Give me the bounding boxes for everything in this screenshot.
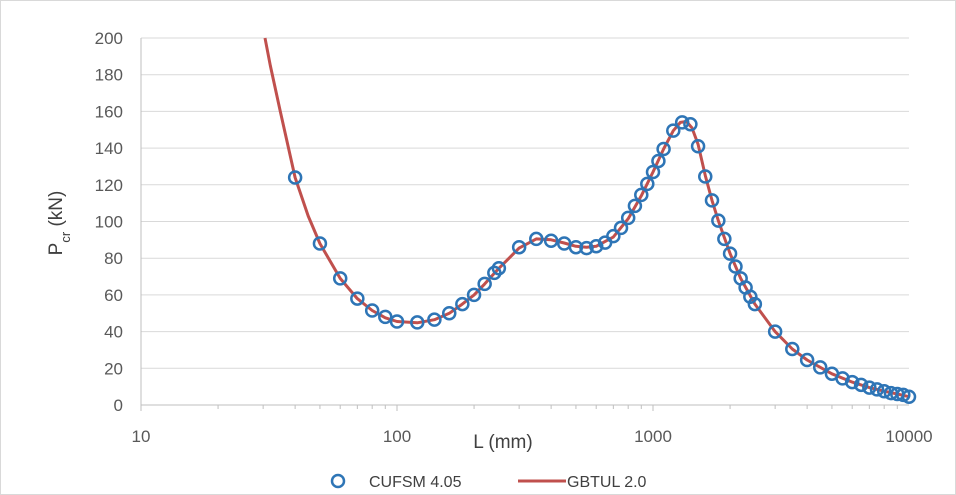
y-tick-label: 0: [114, 396, 123, 415]
data-point-cufsm: [728, 259, 743, 274]
data-point-cufsm: [287, 170, 303, 185]
data-point-cufsm: [529, 231, 544, 247]
legend-label-cufsm: CUFSM 4.05: [369, 474, 462, 491]
data-point-cufsm: [364, 303, 380, 318]
data-point-cufsm: [711, 213, 726, 228]
legend-marker-cufsm: [330, 473, 346, 489]
data-point-cufsm: [812, 360, 828, 375]
legend: CUFSM 4.05 GBTUL 2.0: [330, 473, 647, 491]
data-point-cufsm: [690, 139, 706, 154]
x-tick-label: 1000: [634, 427, 672, 446]
y-axis-title: Pcr (kN): [46, 191, 73, 256]
data-point-cufsm: [378, 309, 393, 325]
data-point-cufsm: [427, 312, 442, 327]
gridlines: [141, 37, 909, 369]
data-point-cufsm: [466, 287, 482, 303]
legend-label-gbtul: GBTUL 2.0: [567, 474, 647, 491]
data-point-cufsm: [410, 315, 425, 330]
data-point-cufsm: [844, 374, 860, 390]
data-point-cufsm: [627, 198, 643, 214]
y-tick-label: 100: [95, 213, 123, 232]
data-point-cufsm: [785, 341, 800, 357]
y-axis-title-subscript: cr: [58, 231, 73, 243]
data-point-cufsm: [579, 240, 594, 256]
data-point-cufsm: [511, 239, 527, 255]
data-point-cufsm: [620, 210, 636, 226]
data-point-cufsm: [640, 176, 655, 192]
data-point-cufsm: [869, 382, 885, 397]
plot-area: [263, 37, 917, 404]
data-point-cufsm: [442, 306, 457, 321]
data-point-cufsm: [656, 141, 671, 157]
data-point-cufsm: [491, 261, 507, 276]
data-point-cufsm: [853, 377, 869, 393]
data-point-cufsm: [901, 389, 917, 404]
data-point-cufsm: [312, 236, 328, 251]
data-point-cufsm: [350, 291, 365, 306]
data-point-cufsm: [683, 116, 698, 132]
data-point-cufsm: [645, 164, 661, 180]
y-tick-label: 60: [104, 286, 123, 305]
y-tick-label: 80: [104, 249, 123, 268]
data-point-cufsm: [332, 271, 348, 286]
x-axis-title: L (mm): [473, 432, 532, 453]
data-point-cufsm: [543, 233, 559, 249]
y-tick-label: 20: [104, 359, 123, 378]
data-point-cufsm: [651, 153, 666, 169]
data-point-cufsm: [698, 169, 713, 184]
data-point-cufsm: [747, 296, 763, 312]
data-point-cufsm: [634, 187, 649, 203]
data-point-cufsm: [767, 324, 783, 339]
y-axis-title-main: P: [46, 243, 67, 256]
data-point-cufsm: [568, 239, 584, 255]
y-axis-title-unit: (kN): [46, 191, 67, 232]
data-point-cufsm: [455, 296, 470, 312]
data-point-cufsm: [613, 220, 629, 236]
data-point-cufsm: [876, 383, 892, 399]
data-point-cufsm: [606, 228, 621, 244]
y-tick-label: 160: [95, 102, 123, 121]
series-line-gbtul: [263, 37, 910, 399]
data-point-cufsm: [722, 246, 738, 261]
x-tick-label: 10: [132, 427, 151, 446]
axes: [140, 38, 909, 411]
y-tick-label: 140: [95, 139, 123, 158]
data-point-cufsm: [389, 314, 405, 329]
data-point-cufsm: [666, 123, 681, 138]
y-tick-label: 120: [95, 176, 123, 195]
y-tick-label: 40: [104, 323, 123, 342]
data-point-cufsm: [704, 193, 720, 208]
data-point-cufsm: [477, 276, 492, 292]
y-tick-label: 180: [95, 66, 123, 85]
data-point-cufsm: [717, 231, 732, 247]
data-point-cufsm: [799, 352, 815, 368]
tick-labels: 0 20 40 60 80 100 120 140 160 180 200 10 100 1000 1000…: [95, 29, 933, 446]
data-point-cufsm: [674, 115, 690, 130]
y-tick-label: 200: [95, 29, 123, 48]
data-point-cufsm: [588, 239, 604, 254]
data-point-cufsm: [743, 289, 758, 304]
x-tick-label: 10000: [885, 427, 932, 446]
data-point-cufsm: [862, 380, 877, 395]
x-tick-label: 100: [383, 427, 411, 446]
